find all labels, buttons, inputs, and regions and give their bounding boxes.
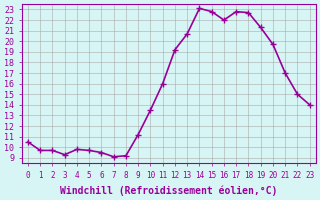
X-axis label: Windchill (Refroidissement éolien,°C): Windchill (Refroidissement éolien,°C) xyxy=(60,185,277,196)
